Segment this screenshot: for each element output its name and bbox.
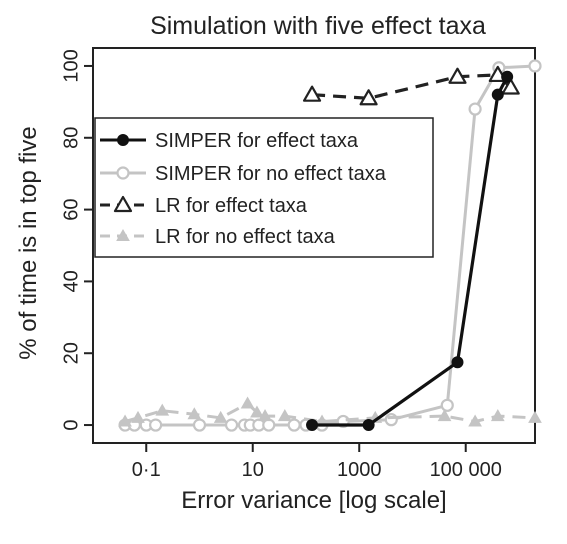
series-group xyxy=(302,65,520,106)
data-point xyxy=(287,418,301,432)
y-tick-label: 80 xyxy=(60,127,82,149)
data-point xyxy=(131,410,145,423)
y-axis: 0 20 40 60 80 100 xyxy=(60,49,93,431)
data-point xyxy=(437,409,452,422)
series-group xyxy=(118,396,542,427)
data-point xyxy=(155,403,170,416)
legend-swatch-marker xyxy=(116,228,130,241)
data-point xyxy=(490,409,505,422)
plot-area-frame xyxy=(92,47,536,444)
x-tick-label: 1000 xyxy=(337,459,382,481)
y-axis-label: % of time is in top five xyxy=(15,126,42,359)
x-axis: 0·1 10 1000 100 000 xyxy=(132,443,502,481)
y-tick-label: 0 xyxy=(60,419,82,430)
x-tick-label: 10 xyxy=(242,459,264,481)
legend-swatch-marker xyxy=(113,195,133,213)
data-point xyxy=(528,410,542,423)
data-point xyxy=(440,398,454,412)
x-tick-label: 0·1 xyxy=(132,459,161,481)
data-point xyxy=(362,419,375,432)
data-point xyxy=(501,70,514,83)
data-point xyxy=(448,67,467,84)
data-point xyxy=(224,418,239,432)
data-point xyxy=(451,356,464,369)
data-point xyxy=(258,409,272,422)
legend-box xyxy=(94,117,434,258)
legend-label: LR for effect taxa xyxy=(155,195,308,217)
legend-label: SIMPER for no effect taxa xyxy=(155,163,387,185)
series-layer xyxy=(118,59,542,432)
data-point xyxy=(468,414,482,427)
data-point xyxy=(468,102,482,116)
chart-title: Simulation with five effect taxa xyxy=(150,12,486,40)
data-point xyxy=(302,85,322,102)
data-point xyxy=(118,414,132,427)
y-tick-label: 60 xyxy=(60,198,82,220)
data-point xyxy=(187,407,202,420)
data-point xyxy=(149,418,163,432)
x-tick-label: 100 000 xyxy=(430,459,502,481)
data-point xyxy=(262,418,276,432)
y-tick-label: 20 xyxy=(60,342,82,364)
data-point xyxy=(528,59,542,73)
data-point xyxy=(250,405,264,418)
legend-label: LR for no effect taxa xyxy=(155,226,336,248)
data-point xyxy=(306,419,319,432)
data-point xyxy=(384,413,398,427)
data-point xyxy=(501,78,520,95)
legend-label: SIMPER for effect taxa xyxy=(155,130,359,152)
y-tick-label: 100 xyxy=(60,49,82,82)
x-axis-label: Error variance [log scale] xyxy=(181,487,446,514)
data-point xyxy=(491,88,504,101)
y-tick-label: 40 xyxy=(60,270,82,292)
series-group xyxy=(306,70,514,432)
series-line xyxy=(311,73,512,100)
data-point xyxy=(213,410,228,423)
legend-swatch-marker xyxy=(117,134,129,146)
legend-swatch-marker xyxy=(116,166,130,180)
data-point xyxy=(240,396,255,409)
data-point xyxy=(359,89,378,106)
data-point xyxy=(277,409,292,422)
legend: SIMPER for effect taxa SIMPER for no effe… xyxy=(94,117,434,258)
data-point xyxy=(192,418,207,432)
